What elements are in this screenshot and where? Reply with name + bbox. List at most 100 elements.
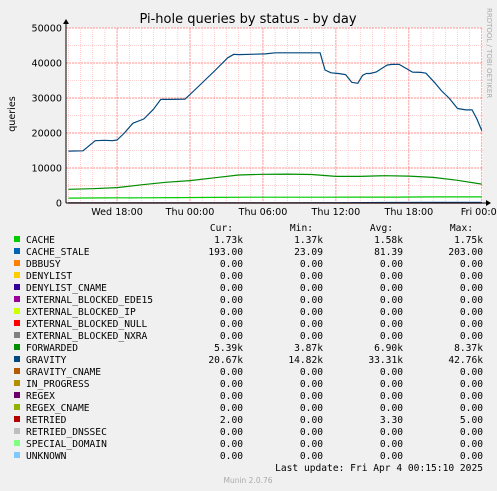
legend-swatch — [14, 428, 20, 434]
y-axis-arrow — [63, 19, 69, 24]
legend-value: 5.00 — [460, 415, 483, 426]
legend-value: 0.00 — [220, 295, 243, 306]
legend-swatch — [14, 296, 20, 302]
legend-value: 0.00 — [380, 307, 403, 318]
legend-swatch — [14, 248, 20, 254]
legend-series-name: RETRIED_DNSSEC — [26, 427, 107, 438]
legend-value: 0.00 — [380, 295, 403, 306]
x-tick-label: Thu 12:00 — [311, 207, 361, 218]
legend-swatch — [14, 284, 20, 290]
legend-series-name: UNKNOWN — [26, 451, 67, 462]
legend-value: 0.00 — [380, 331, 403, 342]
legend-value: 0.00 — [300, 295, 323, 306]
legend-value: 0.00 — [220, 271, 243, 282]
legend-value: 0.00 — [460, 427, 483, 438]
legend-value: 0.00 — [380, 427, 403, 438]
legend-series-name: EXTERNAL_BLOCKED_IP — [26, 307, 136, 318]
legend-swatch — [14, 260, 20, 266]
legend-series-name: GRAVITY — [26, 355, 67, 366]
legend-value: 0.00 — [460, 259, 483, 270]
x-tick-label: Fri 00:00 — [461, 207, 497, 218]
legend-value: 0.00 — [300, 427, 323, 438]
legend-value: 8.37k — [454, 343, 483, 354]
chart-title: Pi-hole queries by status - by day — [139, 12, 356, 27]
axes — [63, 19, 491, 206]
legend-value: 5.39k — [214, 343, 243, 354]
legend-value: 0.00 — [460, 379, 483, 390]
legend-column-headers: Cur: Min: Avg: Max: — [210, 223, 473, 234]
legend-value: 0.00 — [460, 451, 483, 462]
legend-swatch — [14, 452, 20, 458]
rrdtool-credit: RRDTOOL / TOBI OETIKER — [485, 8, 493, 98]
legend-series-name: GRAVITY_CNAME — [26, 367, 101, 378]
legend-value: 1.73k — [214, 235, 243, 246]
legend-value: 0.00 — [220, 427, 243, 438]
munin-version: Munin 2.0.76 — [223, 476, 272, 485]
legend-swatch — [14, 416, 20, 422]
legend-swatch — [14, 380, 20, 386]
legend-value: 20.67k — [208, 355, 243, 366]
legend-series-name: IN_PROGRESS — [26, 379, 90, 390]
legend-value: 1.58k — [374, 235, 403, 246]
legend-series-name: FORWARDED — [26, 343, 78, 354]
legend-series-name: REGEX_CNAME — [26, 403, 90, 414]
legend-value: 0.00 — [380, 259, 403, 270]
legend-value: 42.76k — [448, 355, 483, 366]
legend-value: 23.09 — [294, 247, 323, 258]
legend-value: 0.00 — [220, 403, 243, 414]
legend-value: 0.00 — [460, 283, 483, 294]
legend-value: 0.00 — [220, 379, 243, 390]
x-tick-label: Thu 06:00 — [238, 207, 288, 218]
legend-value: 0.00 — [380, 271, 403, 282]
legend-value: 14.82k — [288, 355, 323, 366]
legend-series-name: EXTERNAL_BLOCKED_NULL — [26, 319, 148, 330]
legend-column-header: Max: — [450, 223, 473, 234]
legend-value: 0.00 — [300, 451, 323, 462]
legend-series-name: DBBUSY — [26, 259, 61, 270]
legend-value: 0.00 — [300, 283, 323, 294]
legend-value: 0.00 — [220, 307, 243, 318]
y-tick-labels: 0 10000 20000 30000 40000 50000 — [31, 24, 62, 210]
legend-value: 0.00 — [300, 259, 323, 270]
legend-swatch — [14, 392, 20, 398]
legend-value: 0.00 — [300, 379, 323, 390]
legend-value: 0.00 — [300, 319, 323, 330]
legend-value: 0.00 — [460, 319, 483, 330]
legend-value: 0.00 — [300, 367, 323, 378]
legend-value: 203.00 — [448, 247, 483, 258]
x-tick-label: Wed 18:00 — [91, 207, 143, 218]
legend-value: 0.00 — [300, 307, 323, 318]
series-line-forwarded — [68, 173, 482, 190]
legend-value: 0.00 — [300, 391, 323, 402]
legend-series-name: RETRIED — [26, 415, 67, 426]
legend-value: 0.00 — [380, 391, 403, 402]
legend-value: 0.00 — [300, 403, 323, 414]
legend-swatch — [14, 320, 20, 326]
legend-value: 0.00 — [220, 259, 243, 270]
x-tick-labels: Wed 18:00 Thu 00:00 Thu 06:00 Thu 12:00 Thu … — [91, 207, 497, 218]
legend-swatch — [14, 272, 20, 278]
legend-swatch — [14, 332, 20, 338]
legend-value: 0.00 — [380, 367, 403, 378]
legend-series-name: EXTERNAL_BLOCKED_NXRA — [26, 331, 148, 342]
legend-value: 0.00 — [460, 367, 483, 378]
legend-value: 0.00 — [220, 451, 243, 462]
grid — [66, 27, 483, 203]
legend-series-name: SPECIAL_DOMAIN — [26, 439, 107, 450]
legend-value: 0.00 — [380, 319, 403, 330]
series-line-cache — [68, 196, 482, 199]
legend-swatch — [14, 236, 20, 242]
legend-value: 0.00 — [380, 439, 403, 450]
y-tick-label: 30000 — [31, 94, 62, 105]
legend-series-name: CACHE_STALE — [26, 247, 90, 258]
y-axis-label: queries — [7, 96, 18, 132]
last-update: Last update: Fri Apr 4 00:15:10 2025 — [275, 463, 483, 474]
legend-value: 0.00 — [220, 283, 243, 294]
x-axis-arrow — [486, 200, 491, 206]
legend-value: 0.00 — [460, 331, 483, 342]
legend-series-name: CACHE — [26, 235, 55, 246]
legend-series-name: REGEX — [26, 391, 55, 402]
legend-swatch — [14, 308, 20, 314]
